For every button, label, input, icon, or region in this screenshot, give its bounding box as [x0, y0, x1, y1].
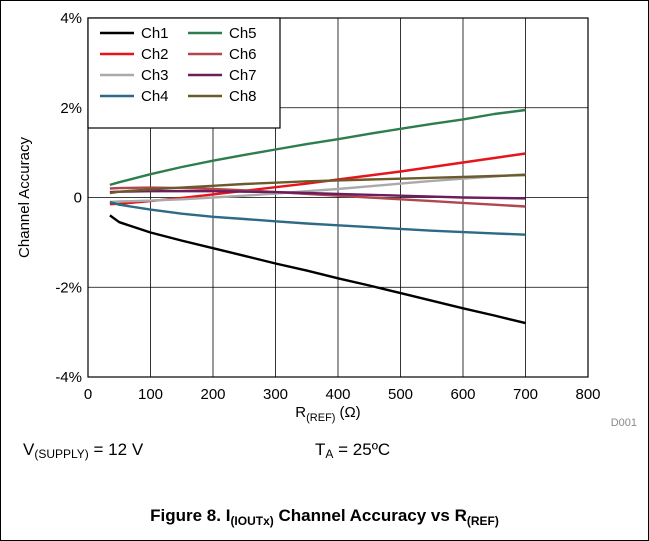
x-tick-label: 800 [575, 386, 600, 403]
x-axis-label-subscript: (REF) [306, 412, 335, 424]
legend-label-ch7: Ch7 [229, 67, 257, 84]
caption-subscript-1: (IOUTx) [230, 514, 274, 528]
figure-id: D001 [611, 417, 637, 429]
legend-label-ch5: Ch5 [229, 25, 257, 42]
x-tick-label: 700 [513, 386, 538, 403]
legend-label-ch8: Ch8 [229, 88, 257, 105]
series-line-ch8 [109, 173, 526, 195]
legend-label-ch1: Ch1 [141, 25, 169, 42]
tick-labels: 0 100 200 300 400 500 600 700 800 -4% -2% 0 2% 4% [55, 10, 600, 403]
y-tick-label: 4% [60, 10, 82, 27]
legend-label-ch2: Ch2 [141, 46, 169, 63]
x-tick-label: 400 [325, 386, 350, 403]
x-tick-label: 0 [84, 386, 92, 403]
y-tick-label: 2% [60, 100, 82, 117]
caption-middle: Channel Accuracy vs R [273, 506, 467, 525]
legend-label-ch4: Ch4 [141, 88, 169, 105]
x-tick-label: 500 [388, 386, 413, 403]
x-axis-label: R(REF) (Ω) [295, 404, 360, 424]
temperature-subscript: A [325, 447, 334, 461]
x-tick-label: 600 [450, 386, 475, 403]
legend: Ch1 Ch2 Ch3 Ch4 Ch5 Ch6 Ch7 Ch8 [87, 17, 281, 129]
supply-value: = 12 V [88, 440, 144, 459]
supply-condition: V(SUPPLY) = 12 V [23, 440, 143, 461]
temperature-condition: TA = 25ºC [315, 440, 390, 461]
x-axis-label-unit: (Ω) [339, 404, 360, 421]
x-axis-label-main: R [295, 404, 306, 421]
series-lines [109, 108, 526, 325]
supply-symbol: V [23, 440, 35, 459]
x-tick-label: 300 [263, 386, 288, 403]
temperature-value: = 25ºC [333, 440, 391, 459]
series-line-ch1 [109, 214, 526, 325]
figure-caption: Figure 8. I(IOUTx) Channel Accuracy vs R… [1, 506, 648, 528]
series-line-ch7 [109, 190, 526, 200]
y-axis-label: Channel Accuracy [16, 137, 33, 258]
series-line-ch5 [109, 108, 526, 187]
legend-box [87, 17, 281, 129]
supply-subscript: (SUPPLY) [34, 447, 89, 461]
legend-label-ch6: Ch6 [229, 46, 257, 63]
x-tick-label: 200 [200, 386, 225, 403]
caption-prefix: Figure 8. I [150, 506, 231, 525]
legend-label-ch3: Ch3 [141, 67, 169, 84]
caption-subscript-2: (REF) [466, 514, 499, 528]
plot-area-border [87, 17, 589, 378]
y-tick-label: 0 [74, 190, 82, 207]
x-tick-label: 100 [138, 386, 163, 403]
temperature-symbol: T [315, 440, 326, 459]
y-tick-label: -4% [55, 369, 82, 386]
y-tick-label: -2% [55, 279, 82, 296]
series-line-ch3 [109, 173, 526, 204]
series-line-ch4 [109, 200, 526, 236]
